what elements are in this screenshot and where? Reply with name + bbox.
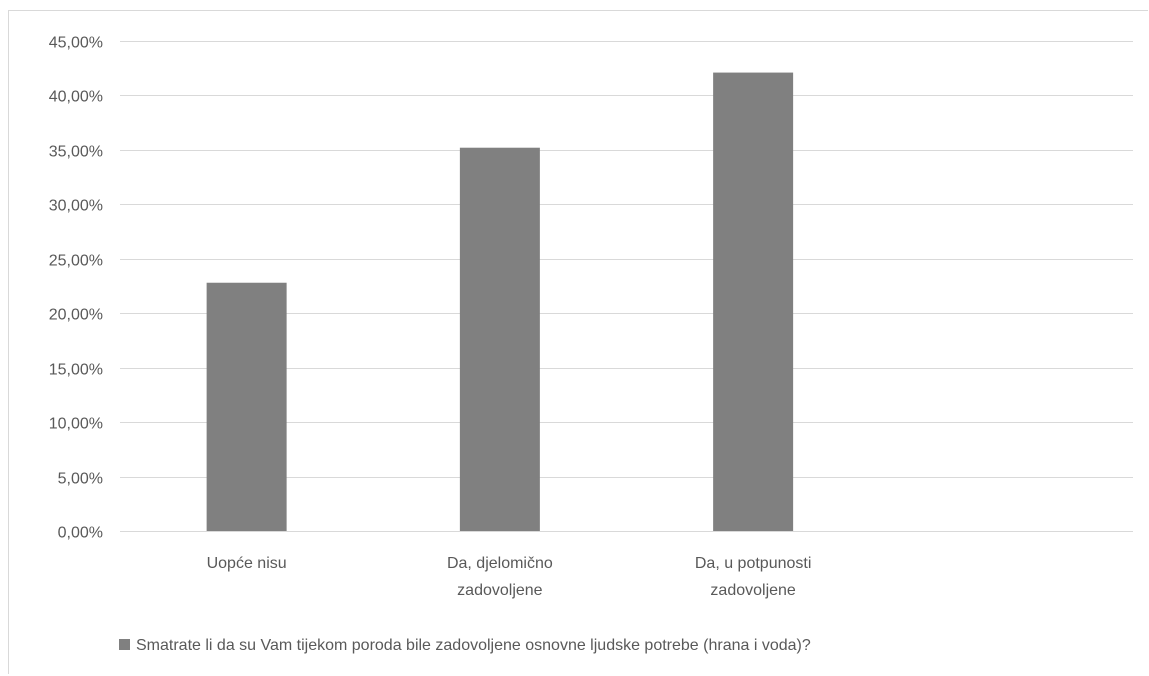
y-tick-label: 30,00% <box>49 198 103 215</box>
y-tick-label: 15,00% <box>49 362 103 379</box>
bar <box>713 72 794 532</box>
bars <box>206 72 794 532</box>
y-tick-label: 0,00% <box>58 525 103 542</box>
y-tick-label: 10,00% <box>49 416 103 433</box>
x-axis-category-labels: Uopće nisu Da, djelomično zadovoljene Da, u… <box>207 555 812 599</box>
x-category-label: Da, djelomično <box>447 555 553 572</box>
x-category-label: Uopće nisu <box>207 555 287 572</box>
y-tick-label: 20,00% <box>49 307 103 324</box>
legend: Smatrate li da su Vam tijekom poroda bil… <box>119 637 811 654</box>
x-category-label: Da, u potpunosti <box>695 555 812 572</box>
y-tick-label: 35,00% <box>49 144 103 161</box>
y-tick-label: 5,00% <box>58 471 103 488</box>
x-category-label: zadovoljene <box>710 582 796 599</box>
y-axis-tick-labels: 0,00% 5,00% 10,00% 15,00% 20,00% 25,00% 30,00%… <box>49 35 103 542</box>
chart-frame <box>8 10 1148 674</box>
y-tick-label: 45,00% <box>49 35 103 52</box>
y-tick-label: 25,00% <box>49 253 103 270</box>
bar <box>206 282 287 531</box>
bar <box>459 147 540 531</box>
gridlines <box>120 41 1133 532</box>
legend-swatch <box>119 639 130 650</box>
y-tick-label: 40,00% <box>49 89 103 106</box>
legend-label: Smatrate li da su Vam tijekom poroda bil… <box>136 637 811 654</box>
x-category-label: zadovoljene <box>457 582 543 599</box>
